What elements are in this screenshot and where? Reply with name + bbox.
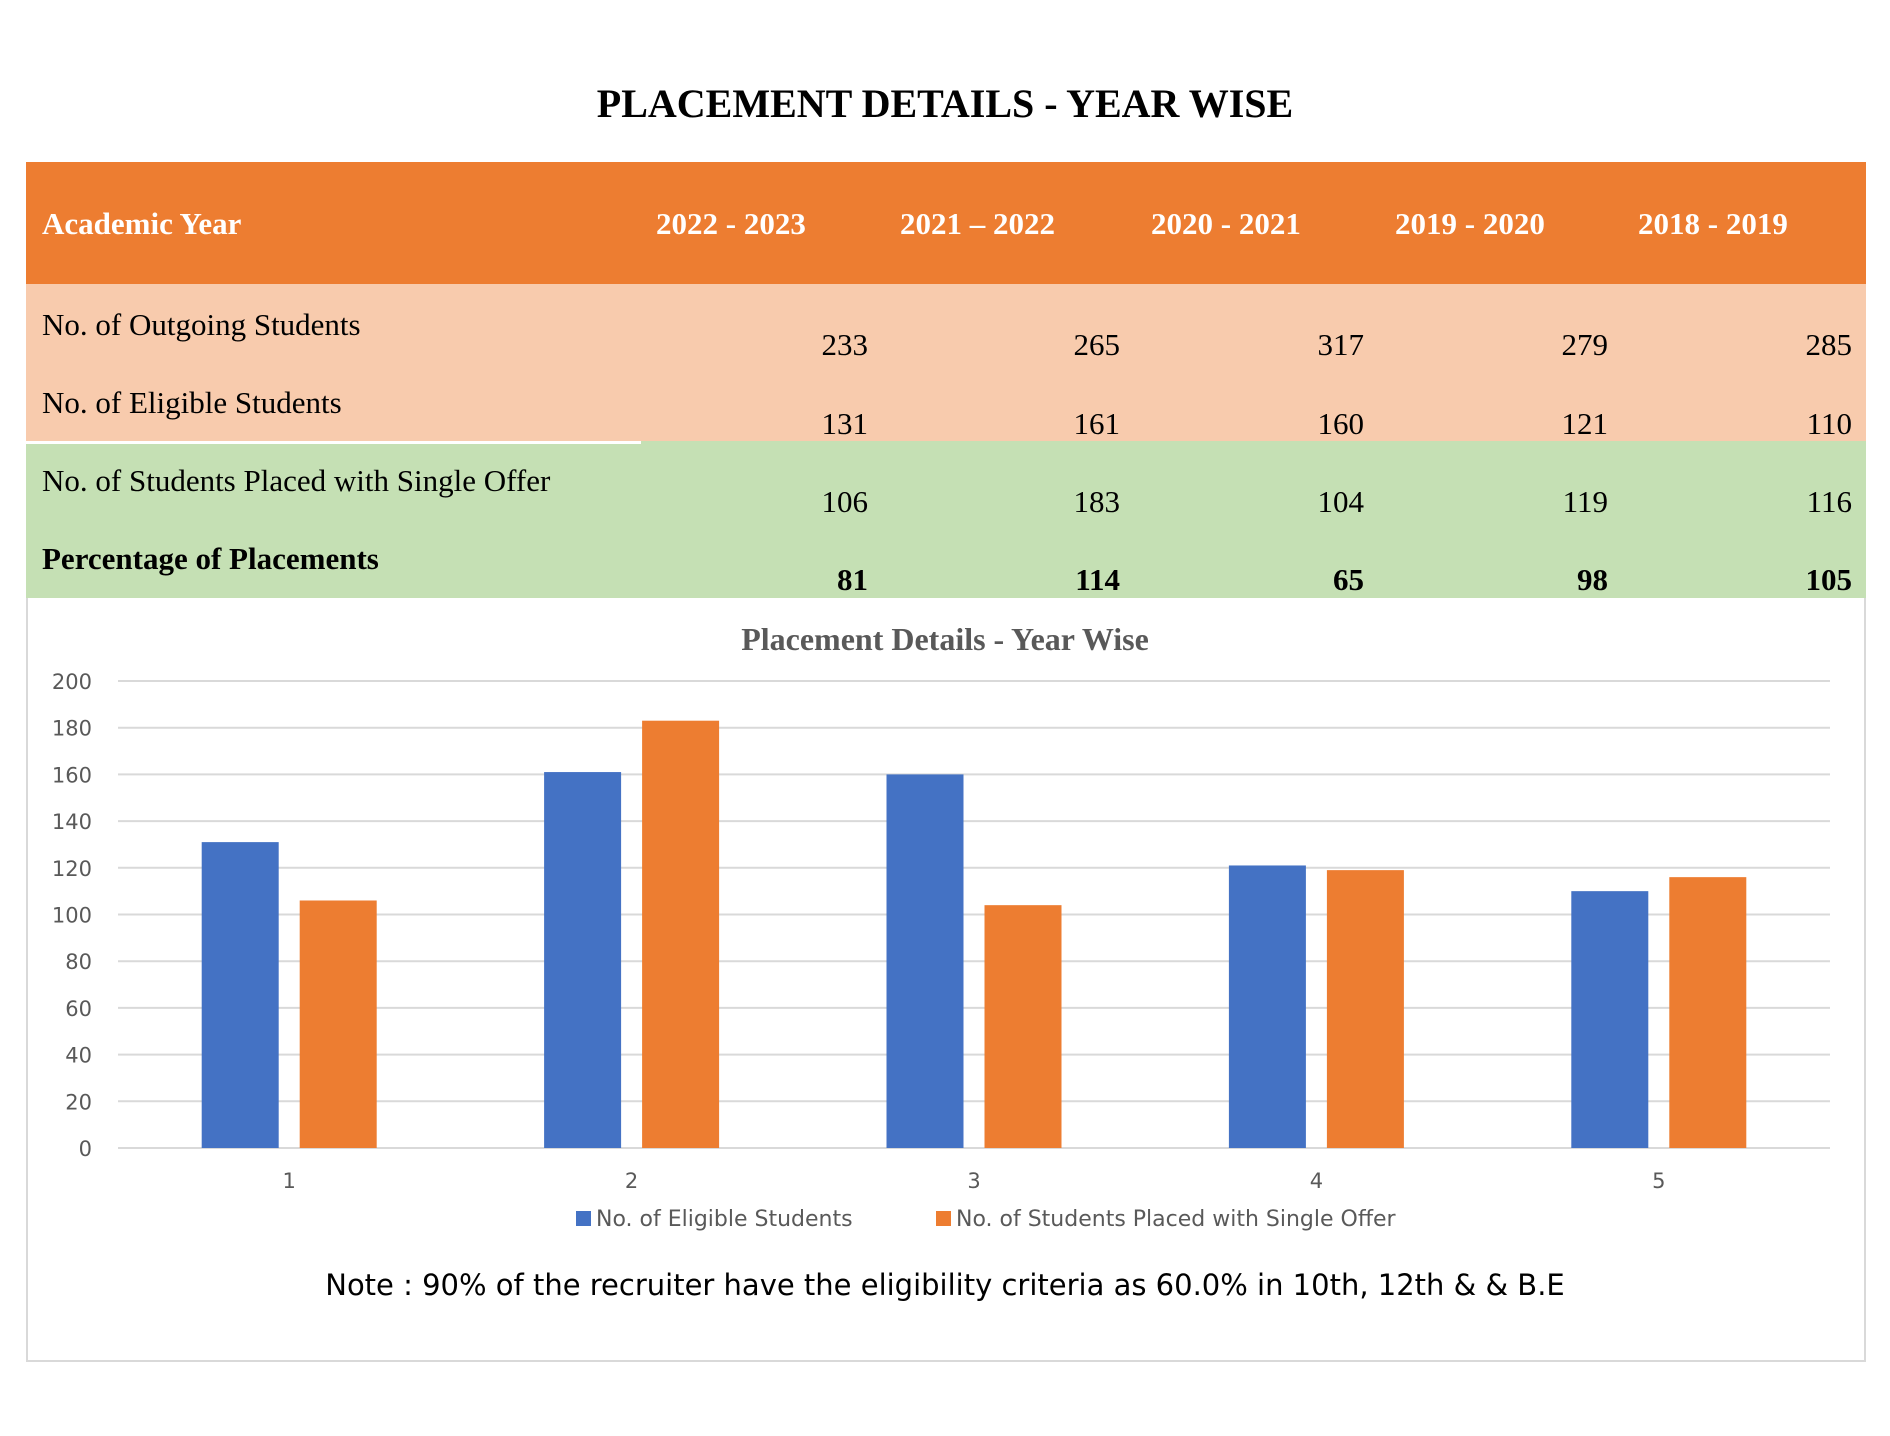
page-title: PLACEMENT DETAILS - YEAR WISE — [596, 81, 1294, 126]
table-cell: 160 — [1317, 406, 1365, 441]
table-cell: 81 — [837, 562, 868, 597]
table-cell: 98 — [1577, 562, 1608, 597]
legend-swatch — [576, 1211, 591, 1226]
table-cell: 110 — [1806, 406, 1852, 441]
y-tick-label: 20 — [65, 1090, 92, 1114]
x-tick-label: 4 — [1310, 1169, 1323, 1193]
bar-series-2 — [1669, 877, 1747, 1148]
table-cell: 119 — [1562, 484, 1608, 519]
table-cell: 65 — [1333, 562, 1364, 597]
y-tick-label: 160 — [52, 763, 92, 787]
x-tick-label: 1 — [283, 1169, 296, 1193]
table-band-students — [26, 284, 1866, 441]
y-tick-label: 80 — [65, 950, 92, 974]
x-tick-label: 5 — [1652, 1169, 1665, 1193]
bar-series-1 — [1228, 865, 1306, 1148]
header-year-4: 2019 - 2020 — [1395, 206, 1545, 241]
legend-swatch — [936, 1211, 951, 1226]
header-year-1: 2022 - 2023 — [656, 206, 806, 241]
row-label-outgoing: No. of Outgoing Students — [42, 307, 361, 342]
x-tick-label: 2 — [625, 1169, 638, 1193]
x-tick-label: 3 — [967, 1169, 980, 1193]
table-cell: 131 — [821, 406, 869, 441]
band-divider — [26, 441, 641, 444]
bar-series-2 — [642, 720, 720, 1148]
table-cell: 105 — [1805, 562, 1853, 597]
row-label-placed: No. of Students Placed with Single Offer — [42, 463, 551, 498]
legend-label: No. of Students Placed with Single Offer — [956, 1207, 1397, 1232]
y-tick-label: 120 — [52, 857, 92, 881]
row-label-eligible: No. of Eligible Students — [42, 385, 342, 420]
table-cell: 114 — [1075, 562, 1120, 597]
bar-series-1 — [201, 842, 279, 1148]
table-band-placements — [26, 441, 1866, 598]
table-cell: 121 — [1561, 406, 1609, 441]
header-year-3: 2020 - 2021 — [1151, 206, 1301, 241]
table-cell: 285 — [1805, 327, 1853, 362]
bar-series-2 — [1326, 870, 1404, 1148]
table-cell: 265 — [1073, 327, 1121, 362]
header-label: Academic Year — [42, 206, 242, 241]
table-header-row — [26, 162, 1866, 284]
chart-title: Placement Details - Year Wise — [741, 621, 1149, 657]
y-tick-label: 200 — [52, 670, 92, 694]
bar-series-1 — [886, 774, 964, 1148]
table-cell: 116 — [1806, 484, 1852, 519]
bar-series-1 — [1571, 891, 1649, 1148]
table-cell: 161 — [1073, 406, 1121, 441]
table-cell: 106 — [821, 484, 869, 519]
table-cell: 279 — [1561, 327, 1609, 362]
bar-series-1 — [544, 772, 622, 1148]
row-label-percentage: Percentage of Placements — [42, 541, 379, 576]
table-cell: 183 — [1073, 484, 1121, 519]
header-year-5: 2018 - 2019 — [1638, 206, 1788, 241]
eligibility-note: Note : 90% of the recruiter have the eli… — [325, 1268, 1565, 1302]
y-tick-label: 0 — [79, 1137, 92, 1161]
y-tick-label: 180 — [52, 717, 92, 741]
bar-series-2 — [984, 905, 1062, 1148]
table-cell: 104 — [1317, 484, 1365, 519]
table-cell: 317 — [1317, 327, 1365, 362]
legend-label: No. of Eligible Students — [596, 1207, 853, 1232]
y-tick-label: 100 — [52, 904, 92, 928]
bar-series-2 — [299, 900, 377, 1148]
y-tick-label: 60 — [65, 997, 92, 1021]
y-tick-label: 140 — [52, 810, 92, 834]
header-year-2: 2021 – 2022 — [900, 206, 1055, 241]
y-tick-label: 40 — [65, 1044, 92, 1068]
table-cell: 233 — [821, 327, 869, 362]
